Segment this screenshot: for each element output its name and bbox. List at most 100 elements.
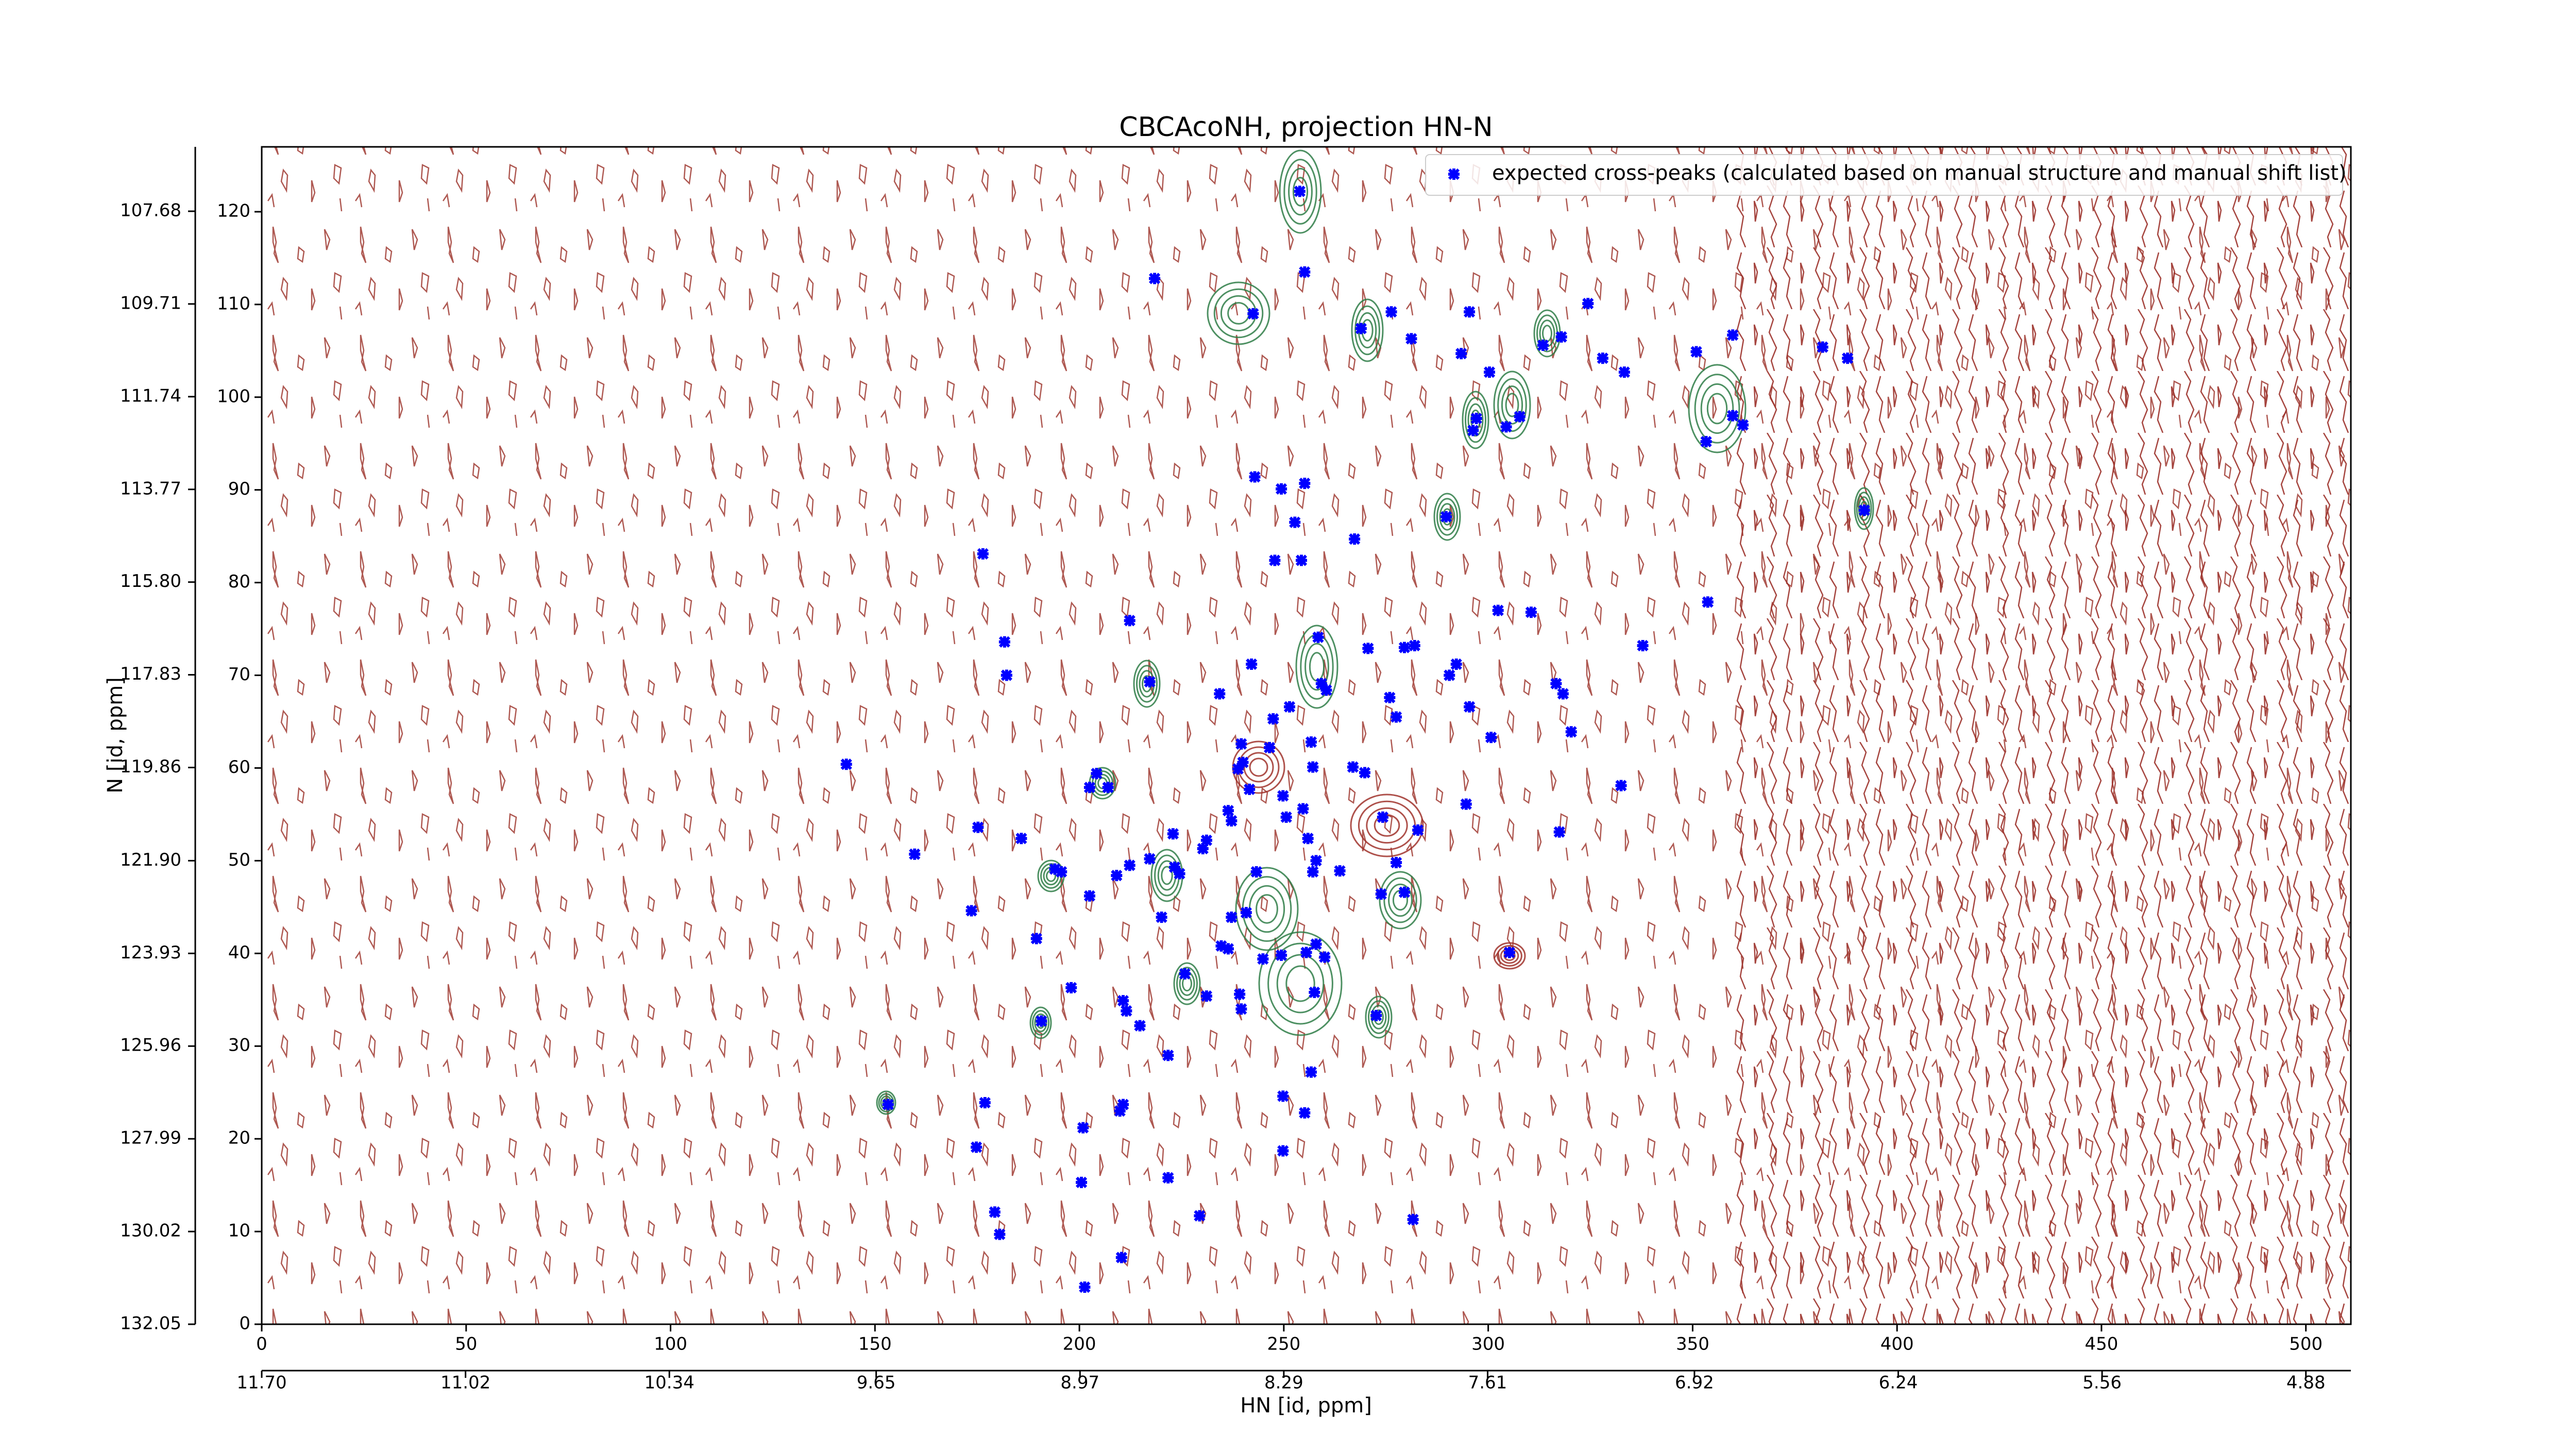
- peak-marker: [1156, 912, 1167, 923]
- x-tick-label: 300: [1471, 1334, 1505, 1355]
- peak-marker: [1702, 596, 1714, 608]
- legend: expected cross-peaks (calculated based o…: [1425, 154, 2347, 196]
- peak-marker: [979, 1096, 991, 1109]
- peak-contour: [1465, 397, 1486, 443]
- peak-contour: [1392, 889, 1409, 911]
- peak-marker: [1121, 1005, 1132, 1017]
- peak-marker: [1737, 419, 1749, 431]
- peak-contour: [1283, 159, 1317, 225]
- peak-contour: [1383, 877, 1417, 923]
- peak-marker: [1299, 266, 1311, 278]
- peak-marker: [1385, 306, 1397, 318]
- x2-tick-label: 4.88: [2286, 1373, 2326, 1393]
- peak-marker: [1310, 938, 1322, 950]
- peak-marker: [1049, 863, 1061, 875]
- peak-marker: [1117, 994, 1129, 1007]
- peak-contour: [1350, 794, 1424, 857]
- peak-contour: [1854, 487, 1874, 530]
- x2-tick-label: 8.97: [1060, 1373, 1099, 1393]
- peak-marker: [1483, 366, 1496, 378]
- peak-contour: [1439, 503, 1455, 531]
- y2-tick-label: 130.02: [120, 1221, 181, 1241]
- peak-contour: [1139, 670, 1155, 698]
- peak-contour: [1493, 942, 1526, 970]
- peak-marker: [1359, 767, 1371, 779]
- peak-marker: [1485, 731, 1497, 744]
- peak-contour: [1258, 931, 1343, 1036]
- peak-contour: [1173, 962, 1201, 1005]
- y-tick-label: 0: [239, 1313, 250, 1334]
- peak-marker: [1537, 339, 1549, 351]
- peak-marker: [1263, 741, 1276, 754]
- x-tick-label: 150: [858, 1334, 892, 1355]
- peak-marker: [1320, 684, 1332, 696]
- x2-tick-label: 10.34: [645, 1373, 694, 1393]
- peak-marker: [1514, 411, 1526, 423]
- peak-marker: [1222, 805, 1234, 817]
- y-tick-label: 20: [228, 1128, 250, 1149]
- peak-marker: [1557, 688, 1569, 700]
- peak-contour: [1497, 945, 1522, 967]
- peak-marker: [1817, 341, 1828, 353]
- x2-tick-label: 6.24: [1879, 1373, 1918, 1393]
- x2-tick-label: 8.29: [1264, 1373, 1303, 1393]
- peak-marker: [1302, 833, 1314, 845]
- peak-contour: [1505, 393, 1519, 417]
- y2-tick-label: 109.71: [120, 293, 181, 313]
- legend-box: [1425, 154, 2343, 196]
- y2-tick-label: 132.05: [120, 1313, 181, 1334]
- x-tick-label: 0: [256, 1334, 267, 1355]
- peak-contour: [1462, 391, 1489, 449]
- peak-contour: [876, 1090, 896, 1115]
- peak-marker: [1144, 676, 1156, 688]
- peak-marker: [1257, 953, 1269, 965]
- x-tick-label: 400: [1880, 1334, 1914, 1355]
- plot-frame: [261, 146, 2352, 1325]
- peak-marker: [1077, 1122, 1089, 1134]
- peak-marker: [1349, 533, 1361, 545]
- peak-marker: [1267, 713, 1279, 725]
- peak-contour: [1232, 740, 1285, 794]
- peak-marker: [1398, 642, 1411, 653]
- peak-marker: [1463, 306, 1476, 318]
- peak-marker: [1269, 554, 1281, 566]
- peak-marker: [1384, 691, 1396, 703]
- peak-marker: [1015, 833, 1027, 845]
- peak-marker: [1056, 866, 1067, 878]
- y-tick-label: 60: [228, 757, 250, 778]
- peak-marker: [1179, 968, 1191, 980]
- peak-marker: [1377, 811, 1389, 823]
- peak-marker: [1111, 870, 1123, 882]
- peak-marker: [1250, 866, 1262, 878]
- y-tick-label: 40: [228, 942, 250, 963]
- peak-marker: [1597, 352, 1608, 364]
- x-tick-label: 250: [1267, 1334, 1300, 1355]
- peak-contour: [1433, 493, 1461, 541]
- legend-label: expected cross-peaks (calculated based o…: [1492, 161, 2347, 185]
- peak-marker: [1319, 951, 1331, 963]
- peak-marker: [1247, 308, 1259, 319]
- peak-marker: [1375, 888, 1387, 900]
- peak-marker: [1232, 763, 1244, 775]
- y2-tick-label: 117.83: [120, 664, 181, 684]
- peak-marker: [1842, 352, 1854, 364]
- peak-contour: [1136, 665, 1158, 703]
- peak-marker: [1244, 783, 1256, 795]
- peak-marker: [1235, 1003, 1247, 1015]
- peak-contour: [1094, 773, 1111, 793]
- peak-marker: [1277, 1145, 1289, 1157]
- peak-contour: [1207, 281, 1270, 345]
- peak-contour: [1694, 374, 1740, 444]
- peak-marker: [1162, 1050, 1174, 1061]
- peak-marker: [998, 636, 1010, 648]
- peak-contour: [1292, 177, 1309, 207]
- peak-marker: [1637, 639, 1649, 652]
- peak-marker: [1565, 726, 1577, 738]
- peak-contour: [1031, 1010, 1050, 1036]
- peak-marker: [1075, 1176, 1088, 1188]
- peak-marker: [1222, 943, 1234, 955]
- peak-marker: [1115, 1252, 1127, 1263]
- x-tick-label: 500: [2289, 1334, 2323, 1355]
- peak-marker: [1362, 643, 1374, 654]
